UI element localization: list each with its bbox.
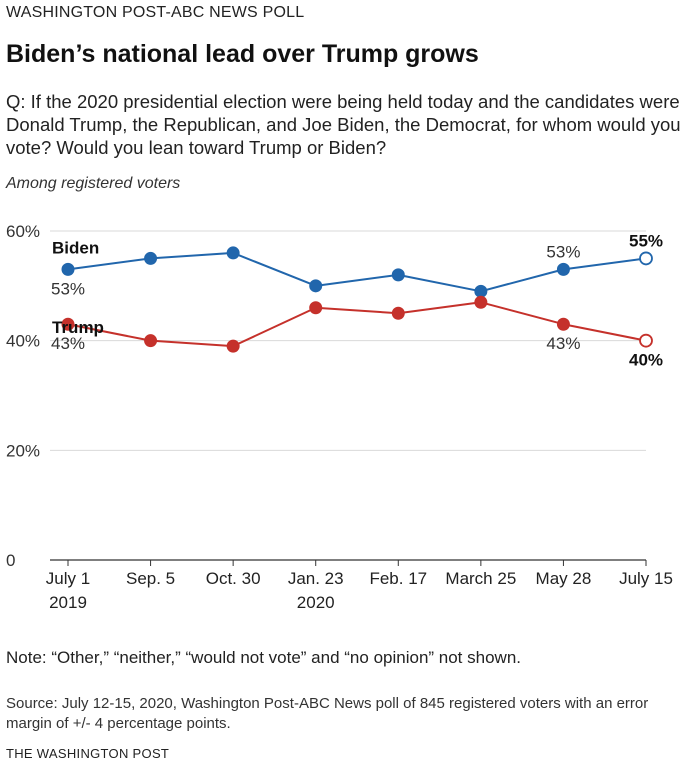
trump-data-point: [639, 333, 653, 348]
biden-value-label: 53%: [51, 279, 85, 298]
biden-data-point: [144, 251, 158, 265]
chart-subtitle: Among registered voters: [6, 175, 181, 192]
trump-value-label: 43%: [51, 334, 85, 353]
biden-data-point: [61, 262, 75, 276]
x-tick-label: July 1: [46, 569, 90, 588]
y-tick-label: 20%: [6, 441, 40, 460]
publisher-credit: THE WASHINGTON POST: [6, 746, 170, 761]
x-tick-label: Feb. 17: [369, 569, 427, 588]
biden-value-label: 55%: [629, 231, 663, 250]
biden-data-point: [474, 284, 488, 298]
x-tick-label: July 15: [619, 569, 673, 588]
trump-value-label: 40%: [629, 351, 663, 370]
trump-data-point: [391, 306, 405, 320]
x-tick-label: Oct. 30: [206, 569, 261, 588]
x-tick-label: May 28: [536, 569, 592, 588]
biden-series-label: Biden: [52, 238, 99, 257]
biden-data-point: [639, 251, 653, 266]
x-tick-label: March 25: [445, 569, 516, 588]
biden-data-point: [556, 262, 570, 276]
biden-data-point: [226, 246, 240, 260]
chart-kicker: WASHINGTON POST-ABC NEWS POLL: [6, 4, 305, 21]
trump-data-point: [474, 295, 488, 309]
y-tick-label: 40%: [6, 332, 40, 351]
trump-data-point: [309, 301, 323, 315]
y-tick-label: 60%: [6, 222, 40, 241]
x-tick-year-label: 2020: [297, 593, 335, 612]
line-chart: 0 20% 40% 60% July 1 2019 Sep. 5 Oct. 30 Jan. 23…: [6, 222, 673, 612]
trump-data-point: [144, 334, 158, 348]
biden-data-point: [391, 268, 405, 282]
trump-data-point: [61, 317, 75, 331]
chart-title: Biden’s national lead over Trump grows: [6, 40, 479, 68]
chart-source: Source: July 12-15, 2020, Washington Pos…: [6, 695, 649, 732]
y-tick-label: 0: [6, 551, 15, 570]
trump-value-label: 43%: [546, 334, 580, 353]
trump-data-point: [226, 339, 240, 353]
x-tick-label: Jan. 23: [288, 569, 344, 588]
biden-series-line: [67, 251, 647, 293]
x-tick-year-label: 2019: [49, 593, 87, 612]
trump-series-label: Trump: [52, 318, 104, 337]
chart-note: Note: “Other,” “neither,” “would not vot…: [6, 648, 521, 667]
x-tick-label: Sep. 5: [126, 569, 175, 588]
biden-value-label: 53%: [546, 242, 580, 261]
poll-question: Q: If the 2020 presidential election wer…: [6, 91, 681, 158]
trump-series-line: [67, 301, 647, 348]
trump-data-point: [556, 317, 570, 331]
biden-data-point: [309, 279, 323, 293]
